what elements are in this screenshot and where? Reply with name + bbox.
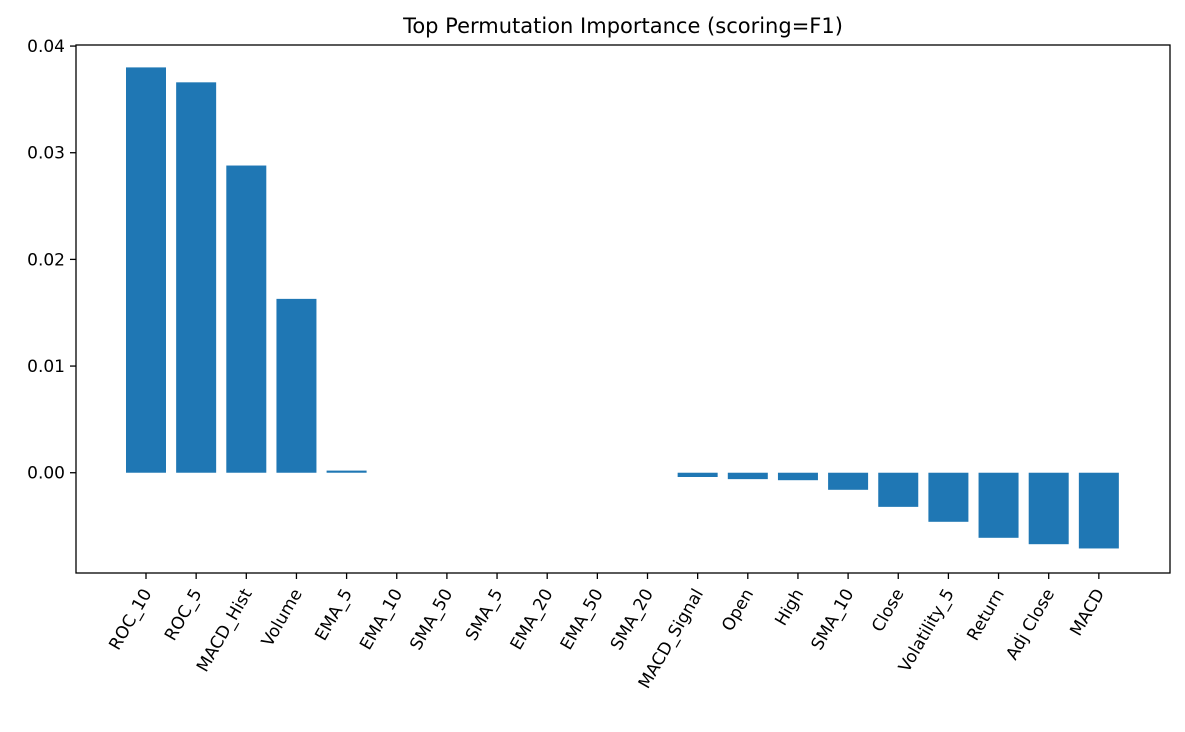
x-tick-label: EMA_10 xyxy=(356,586,407,654)
bar-volume xyxy=(276,298,317,473)
y-tick-label: 0.01 xyxy=(27,357,65,377)
x-tick-label: Adj Close xyxy=(1002,586,1059,664)
x-tick-label: Close xyxy=(868,586,908,636)
bar-return xyxy=(978,472,1019,538)
bar-ema-5 xyxy=(326,470,367,473)
bar-volatility-5 xyxy=(928,472,969,522)
bar-open xyxy=(727,472,768,480)
x-tick-label: ROC_5 xyxy=(161,586,207,645)
chart-title: Top Permutation Importance (scoring=F1) xyxy=(402,14,843,38)
x-tick-label: Return xyxy=(963,586,1009,645)
x-tick-label: SMA_20 xyxy=(607,586,658,654)
bar-roc-5 xyxy=(176,82,217,473)
x-tick-label: Volume xyxy=(258,586,307,651)
bar-close xyxy=(878,472,919,507)
y-tick-label: 0.04 xyxy=(27,37,65,57)
x-tick-label: EMA_20 xyxy=(507,586,558,654)
x-tick-label: High xyxy=(771,586,808,630)
bar-high xyxy=(777,472,818,481)
bar-roc-10 xyxy=(126,67,166,473)
bar-macd xyxy=(1078,472,1119,549)
y-tick-label: 0.03 xyxy=(27,144,65,164)
bar-sma-10 xyxy=(828,472,869,490)
y-axis: 0.00 0.01 0.02 0.03 0.04 xyxy=(27,37,76,484)
plot-frame xyxy=(75,44,1171,574)
x-tick-label: SMA_5 xyxy=(462,586,508,645)
bar-macd-hist xyxy=(226,165,267,473)
x-tick-label: EMA_50 xyxy=(557,586,608,654)
x-tick-label: MACD xyxy=(1066,586,1109,640)
bar-macd-signal xyxy=(677,472,718,477)
x-tick-label: ROC_10 xyxy=(105,586,156,654)
y-tick-label: 0.00 xyxy=(27,464,65,484)
bars-group xyxy=(126,67,1119,549)
x-tick-label: EMA_5 xyxy=(311,586,357,645)
x-tick-label: Open xyxy=(718,586,758,635)
x-tick-label: SMA_50 xyxy=(406,586,457,654)
x-tick-label: SMA_10 xyxy=(807,586,858,654)
y-tick-label: 0.02 xyxy=(27,250,65,270)
bar-adj-close xyxy=(1028,472,1069,545)
